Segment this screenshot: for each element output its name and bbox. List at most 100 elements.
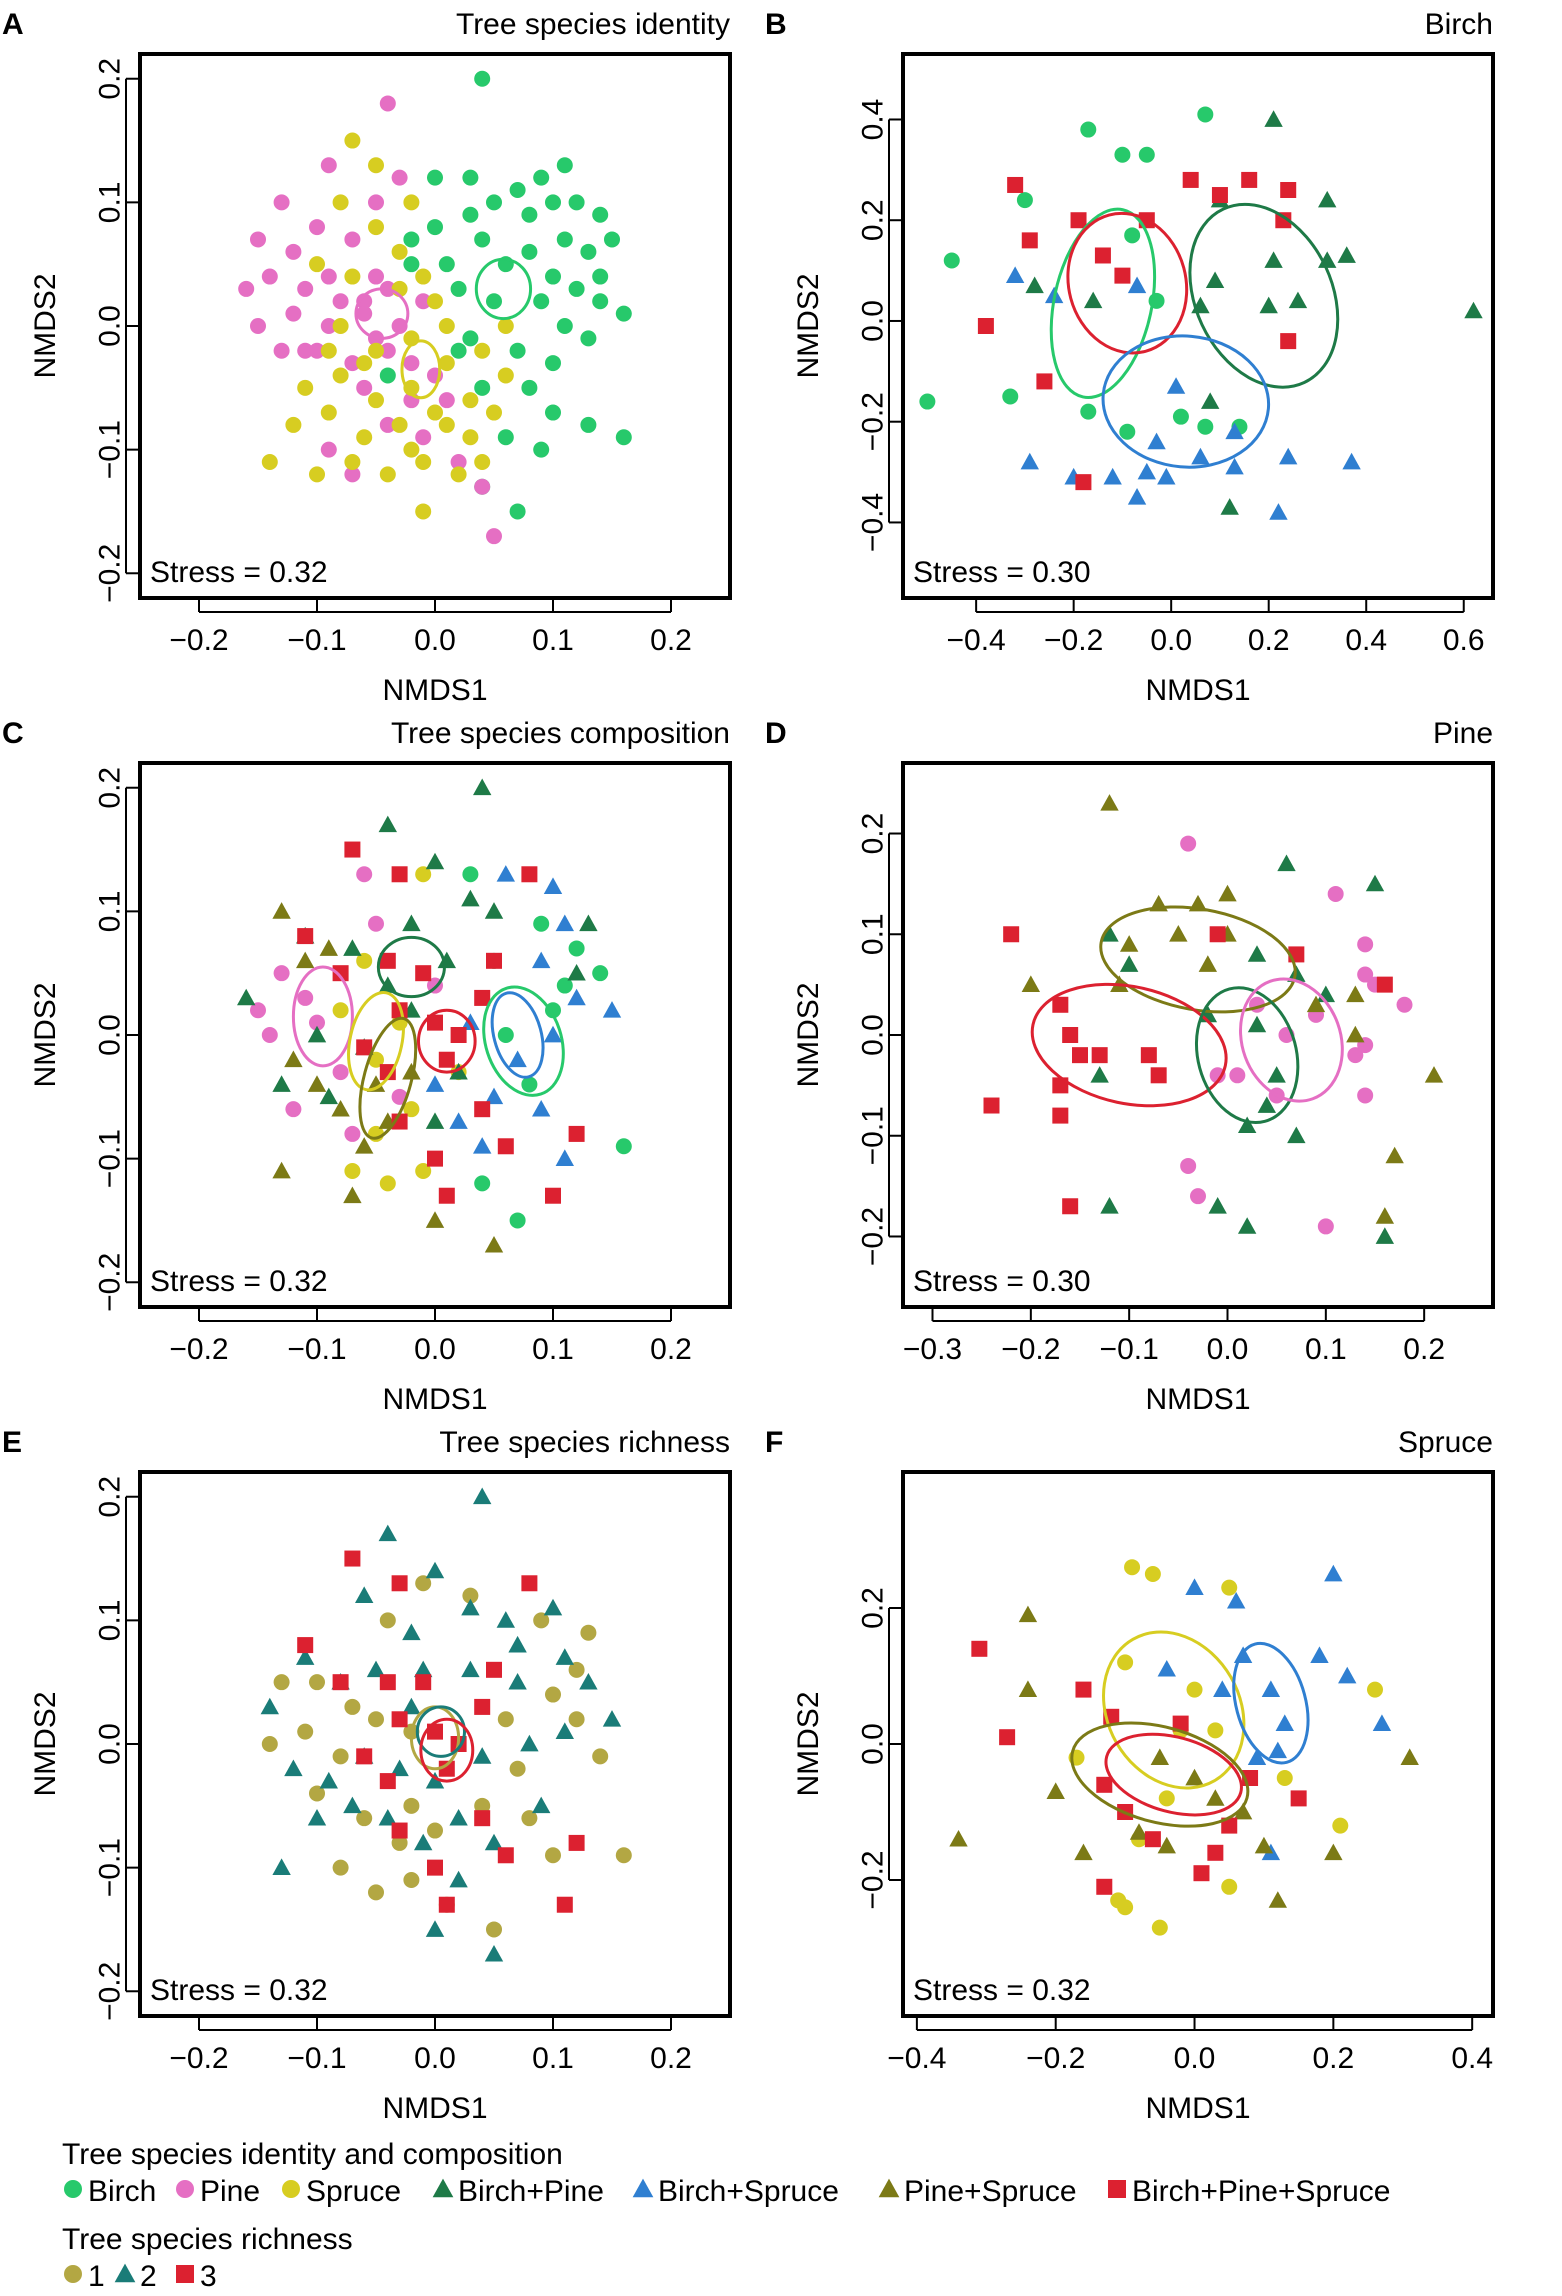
data-point	[567, 988, 586, 1006]
ellipse-birch-pine	[376, 935, 446, 999]
data-point	[1264, 110, 1283, 127]
data-point	[1119, 935, 1139, 952]
data-point	[1147, 432, 1166, 450]
legend-item-birch: Birch	[64, 2175, 156, 2208]
legend-richness-title: Tree species richness	[62, 2223, 353, 2256]
data-point	[425, 1920, 445, 1937]
x-tick-label: −0.2	[169, 624, 228, 657]
series-3	[297, 1550, 585, 1913]
data-point	[462, 330, 479, 347]
data-point	[543, 1025, 563, 1043]
x-axis-label: NMDS1	[1145, 2092, 1250, 2125]
data-point	[331, 1099, 350, 1117]
legend-richness-item-1: 1	[64, 2260, 105, 2293]
data-point	[1268, 1891, 1288, 1908]
data-point	[1367, 1681, 1383, 1698]
data-point	[1007, 176, 1024, 193]
data-point	[1318, 190, 1337, 208]
ellipse-pine-spruce	[358, 1016, 418, 1140]
data-point	[556, 231, 573, 248]
data-point	[438, 416, 455, 433]
data-point	[438, 392, 455, 409]
data-point	[474, 231, 491, 248]
data-point	[391, 1822, 408, 1839]
data-point	[284, 1050, 303, 1068]
data-point	[1157, 1836, 1176, 1854]
data-point	[391, 1711, 408, 1728]
legend: Tree species identity and composition Bir…	[62, 2138, 1391, 2293]
data-point	[1114, 146, 1131, 163]
y-tick-label: −0.2	[94, 1253, 127, 1312]
data-point	[545, 268, 561, 285]
panel-letter: A	[2, 8, 24, 41]
data-point	[1186, 1681, 1203, 1698]
data-point	[1075, 1681, 1092, 1698]
data-point	[474, 1810, 491, 1827]
legend-label: 2	[140, 2260, 157, 2293]
data-point	[391, 169, 408, 186]
data-point	[1332, 1817, 1349, 1834]
data-point	[366, 1660, 386, 1678]
y-tick-label: 0.4	[857, 99, 890, 141]
data-point	[1275, 212, 1292, 229]
data-point	[1221, 1579, 1238, 1596]
x-tick-label: 0.1	[532, 624, 574, 657]
data-point	[521, 1076, 538, 1093]
data-point	[1269, 503, 1288, 520]
data-point	[1211, 187, 1228, 204]
data-point	[368, 1884, 384, 1901]
data-point	[1288, 291, 1308, 309]
data-point	[1280, 333, 1297, 350]
data-point	[427, 169, 443, 186]
series-birch-pine	[1090, 854, 1395, 1244]
data-point	[1327, 885, 1344, 902]
data-point	[1075, 474, 1092, 491]
data-point	[568, 1661, 585, 1678]
data-point	[580, 1624, 597, 1641]
data-point	[403, 1872, 420, 1888]
x-tick-label: 0.2	[1248, 624, 1290, 657]
data-point	[555, 914, 574, 932]
series-birch-spruce	[425, 865, 622, 1166]
data-point	[615, 1847, 632, 1864]
legend-item-birch-pine: Birch+Pine	[432, 2175, 604, 2208]
data-point	[1241, 171, 1258, 188]
panel-b: B Birch −0.4 −0.2 0.0 0.2 0.4 0.6 −0.4 −0.2 0.0 0.2…	[765, 8, 1495, 707]
data-point	[1225, 422, 1244, 440]
data-point	[1209, 926, 1226, 943]
data-point	[1100, 1197, 1119, 1214]
data-point	[1166, 377, 1186, 394]
ellipse-birch-pine	[1194, 986, 1300, 1125]
data-point	[309, 1785, 325, 1802]
data-point	[533, 915, 550, 932]
legend-label: Birch	[88, 2175, 156, 2208]
data-point	[580, 243, 597, 260]
ellipse-birch-pine	[1188, 202, 1340, 389]
data-point	[368, 1051, 384, 1068]
data-point	[579, 1672, 598, 1690]
data-point	[368, 268, 384, 285]
ellipse-pine-spruce	[1070, 1721, 1250, 1828]
data-point	[319, 1087, 338, 1105]
data-point	[307, 1808, 327, 1826]
data-point	[379, 1674, 396, 1691]
panel-title: Tree species identity	[456, 8, 730, 41]
data-point	[449, 1808, 468, 1826]
data-point	[319, 939, 338, 956]
data-point	[450, 454, 467, 470]
data-point	[297, 280, 314, 297]
data-point	[297, 1723, 314, 1740]
data-point	[509, 182, 526, 198]
data-point	[592, 1748, 609, 1765]
data-point	[474, 1175, 491, 1192]
plot-area	[919, 106, 1483, 520]
legend-label: Birch+Pine+Spruce	[1132, 2175, 1391, 2208]
data-point	[462, 429, 479, 446]
data-point	[1225, 457, 1244, 475]
data-point	[344, 454, 361, 470]
data-point	[332, 1859, 349, 1876]
plot-area	[949, 1559, 1419, 1936]
panel-a: A Tree species identity −0.2 −0.1 0.0 0.1 0.2 −…	[2, 8, 732, 707]
data-point	[391, 416, 408, 433]
